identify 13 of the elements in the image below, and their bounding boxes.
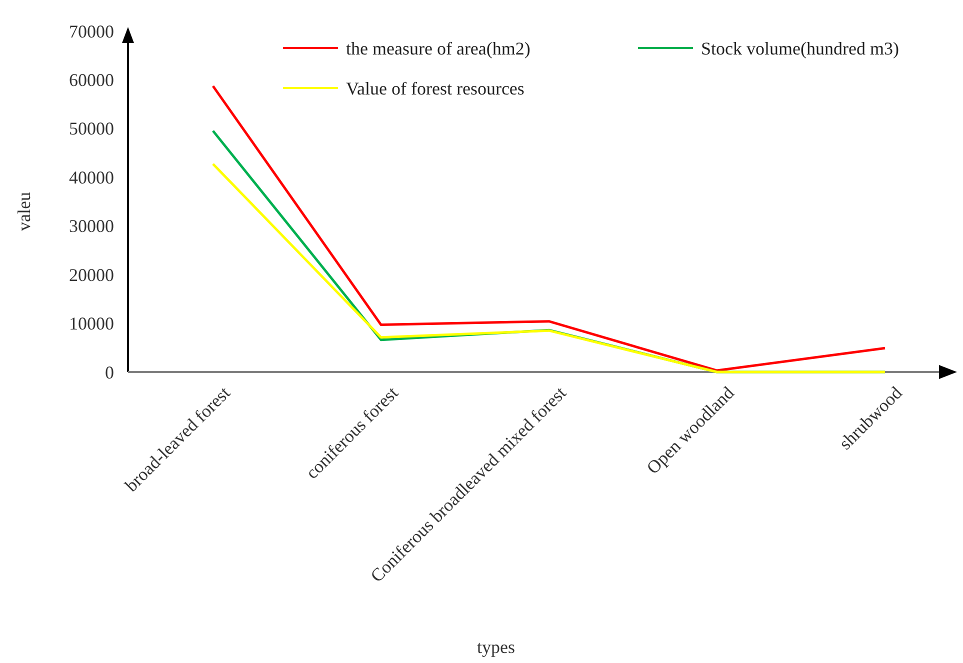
y-tick-label: 20000 <box>69 264 114 285</box>
y-tick-label: 70000 <box>69 21 114 42</box>
legend-label: Stock volume(hundred m3) <box>701 38 899 58</box>
y-tick-label: 10000 <box>69 314 114 334</box>
y-tick-label: 30000 <box>69 216 114 236</box>
legend-label: the measure of area(hm2) <box>346 38 530 58</box>
x-axis-title: types <box>477 637 515 657</box>
y-tick-label: 50000 <box>69 118 114 139</box>
y-tick-label: 40000 <box>69 167 114 188</box>
y-tick-label: 0 <box>105 362 114 382</box>
legend-label: Value of forest resources <box>346 78 524 98</box>
y-axis-title: valeu <box>14 192 34 231</box>
y-tick-label: 60000 <box>69 70 114 90</box>
